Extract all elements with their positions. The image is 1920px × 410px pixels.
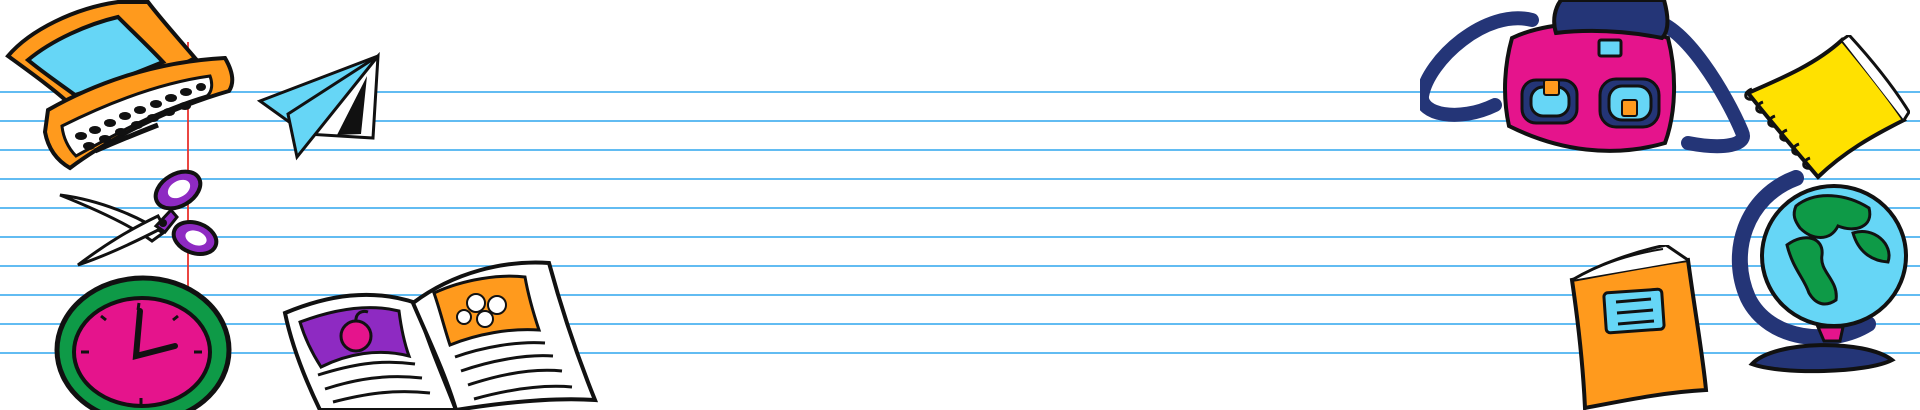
open-book-icon bbox=[282, 260, 599, 410]
globe-icon bbox=[1731, 170, 1908, 374]
paper-plane-icon bbox=[256, 52, 380, 161]
clock-icon bbox=[54, 275, 232, 410]
backpack-icon bbox=[1420, 0, 1750, 154]
scissors-icon bbox=[59, 169, 219, 267]
laptop-icon bbox=[5, 0, 235, 171]
spiral-notebook-icon bbox=[1744, 35, 1910, 180]
orange-book-icon bbox=[1569, 245, 1709, 410]
